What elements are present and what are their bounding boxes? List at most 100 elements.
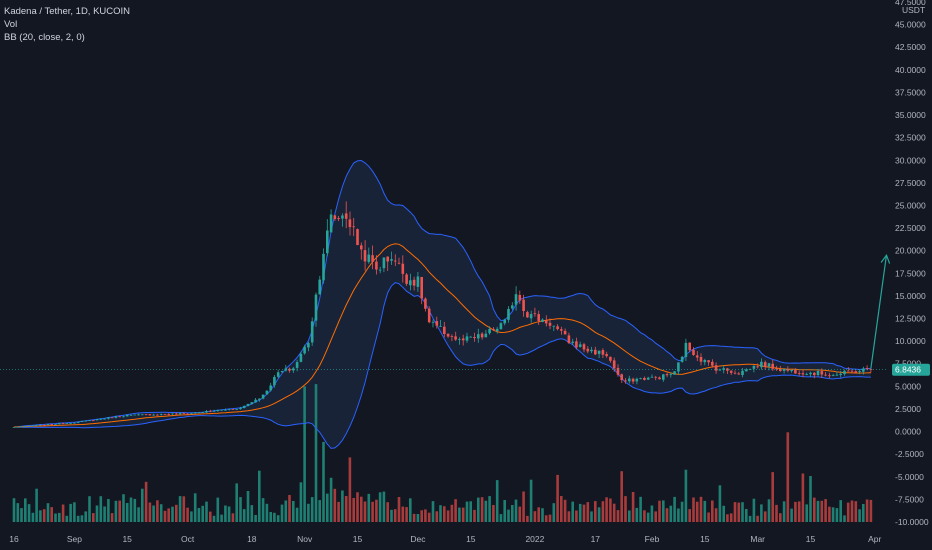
volume-bar [227, 506, 231, 522]
candle-body [741, 370, 744, 375]
volume-bar [20, 508, 23, 522]
last-price-tag [892, 363, 930, 376]
volume-bar [639, 496, 642, 522]
volume-bar [397, 497, 401, 522]
volume-bar [612, 503, 616, 522]
candle-body [529, 314, 533, 319]
candle-body [631, 378, 635, 382]
volume-bar [533, 511, 537, 522]
volume-bar [665, 508, 669, 522]
volume-bar [809, 476, 812, 522]
volume-bar [178, 496, 182, 522]
volume-bar [794, 501, 797, 522]
x-tick-label: Sep [67, 534, 82, 544]
volume-bar [469, 501, 472, 522]
volume-bar [224, 505, 227, 522]
candle-body [65, 423, 69, 424]
candle-body [673, 371, 676, 375]
candle-body [828, 375, 831, 377]
x-tick-label: Mar [750, 534, 765, 544]
volume-bar [254, 515, 257, 522]
volume-bar [50, 507, 53, 522]
candle-body [231, 409, 235, 410]
volume-bar [741, 502, 744, 522]
candle-body [628, 378, 631, 382]
candle-body [816, 371, 820, 375]
candle-body [178, 413, 182, 415]
volume-bar [367, 493, 371, 522]
candle-body [54, 424, 57, 425]
symbol-title[interactable]: Kadena / Tether, 1D, KUCOIN [4, 6, 131, 17]
volume-bar [507, 509, 510, 522]
volume-bar [322, 441, 325, 522]
volume-bar [212, 515, 216, 522]
volume-bar [484, 500, 488, 522]
volume-bar [454, 499, 457, 522]
volume-bar [420, 510, 423, 522]
candle-body [733, 372, 737, 374]
candle-body [216, 410, 220, 411]
forecast-arrow-head [880, 253, 891, 264]
volume-bar [548, 514, 552, 522]
volume-bar [714, 508, 718, 522]
volume-bar [390, 509, 393, 522]
volume-bar [786, 432, 790, 522]
candle-body [480, 333, 484, 338]
volume-bar [480, 497, 484, 522]
volume-bar [84, 511, 87, 522]
volume-bar [12, 498, 16, 522]
candle-body [114, 416, 118, 418]
volume-bar [310, 497, 314, 522]
candle-body [711, 361, 714, 366]
candle-body [854, 371, 858, 373]
candle-body [552, 325, 556, 327]
volume-legend[interactable]: Vol [4, 19, 18, 30]
candle-body [103, 418, 106, 420]
candle-body [265, 390, 269, 395]
candle-body [424, 298, 427, 309]
candle-body [397, 262, 401, 264]
volume-bar [763, 511, 767, 522]
candle-body [839, 373, 842, 375]
volume-bar [752, 498, 756, 522]
volume-bar [246, 491, 250, 522]
y-tick-label: 20.0000 [895, 246, 926, 256]
candle-body [239, 407, 242, 410]
candle-body [639, 378, 642, 379]
volume-bar [779, 513, 782, 522]
volume-bar [186, 507, 189, 522]
volume-bar [594, 501, 597, 522]
volume-bar [307, 503, 310, 522]
candle-body [567, 335, 571, 343]
volume-bar [61, 504, 65, 522]
candle-body [329, 214, 333, 233]
volume-bar [703, 500, 707, 522]
volume-bar [865, 499, 869, 522]
candle-body [80, 421, 84, 422]
candle-body [578, 344, 582, 347]
candle-body [39, 424, 42, 426]
bollinger-legend[interactable]: BB (20, close, 2, 0) [4, 32, 85, 43]
candle-body [58, 423, 61, 425]
candle-body [390, 259, 393, 261]
volume-bar [854, 501, 858, 522]
volume-bar [88, 496, 91, 522]
volume-bar [352, 498, 355, 522]
volume-bar [831, 507, 835, 522]
volume-bar [760, 504, 763, 522]
chart-legend: Kadena / Tether, 1D, KUCOIN Vol BB (20, … [4, 5, 130, 44]
volume-bar [273, 512, 276, 522]
y-tick-label: 47.5000 [895, 0, 926, 7]
volume-bar [541, 508, 544, 522]
volume-bar [220, 514, 223, 522]
x-tick-label: 2022 [525, 534, 544, 544]
volume-bar [431, 501, 435, 522]
candle-body [261, 394, 265, 399]
volume-bar [375, 499, 378, 522]
y-tick-label: -5.0000 [895, 472, 924, 482]
candle-body [167, 414, 170, 415]
volume-bar [646, 512, 650, 522]
last-price-label: 6.8436 [895, 365, 921, 375]
candle-body [341, 215, 344, 219]
